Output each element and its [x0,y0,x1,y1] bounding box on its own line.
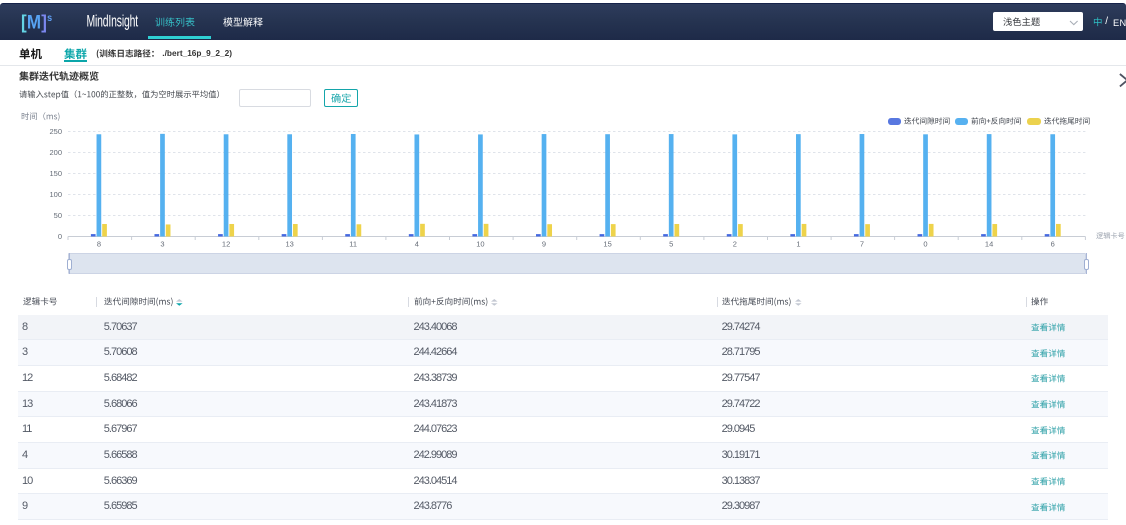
svg-text:5: 5 [669,239,673,248]
svg-text:13: 13 [286,239,294,248]
svg-text:50: 50 [54,211,62,220]
svg-text:9: 9 [542,239,546,248]
svg-text:4: 4 [415,239,419,248]
svg-text:100: 100 [49,190,62,199]
svg-text:0: 0 [923,239,927,248]
svg-text:14: 14 [985,239,993,248]
svg-text:1: 1 [796,239,800,248]
svg-text:0: 0 [58,232,62,241]
svg-text:3: 3 [160,239,164,248]
svg-text:8: 8 [97,239,101,248]
svg-text:200: 200 [49,148,62,157]
svg-text:10: 10 [476,239,484,248]
svg-text:7: 7 [860,239,864,248]
svg-text:150: 150 [49,169,62,178]
svg-text:15: 15 [603,239,611,248]
svg-text:2: 2 [733,239,737,248]
svg-text:6: 6 [1051,239,1055,248]
svg-text:11: 11 [349,239,357,248]
svg-text:12: 12 [222,239,230,248]
svg-text:250: 250 [49,127,62,136]
